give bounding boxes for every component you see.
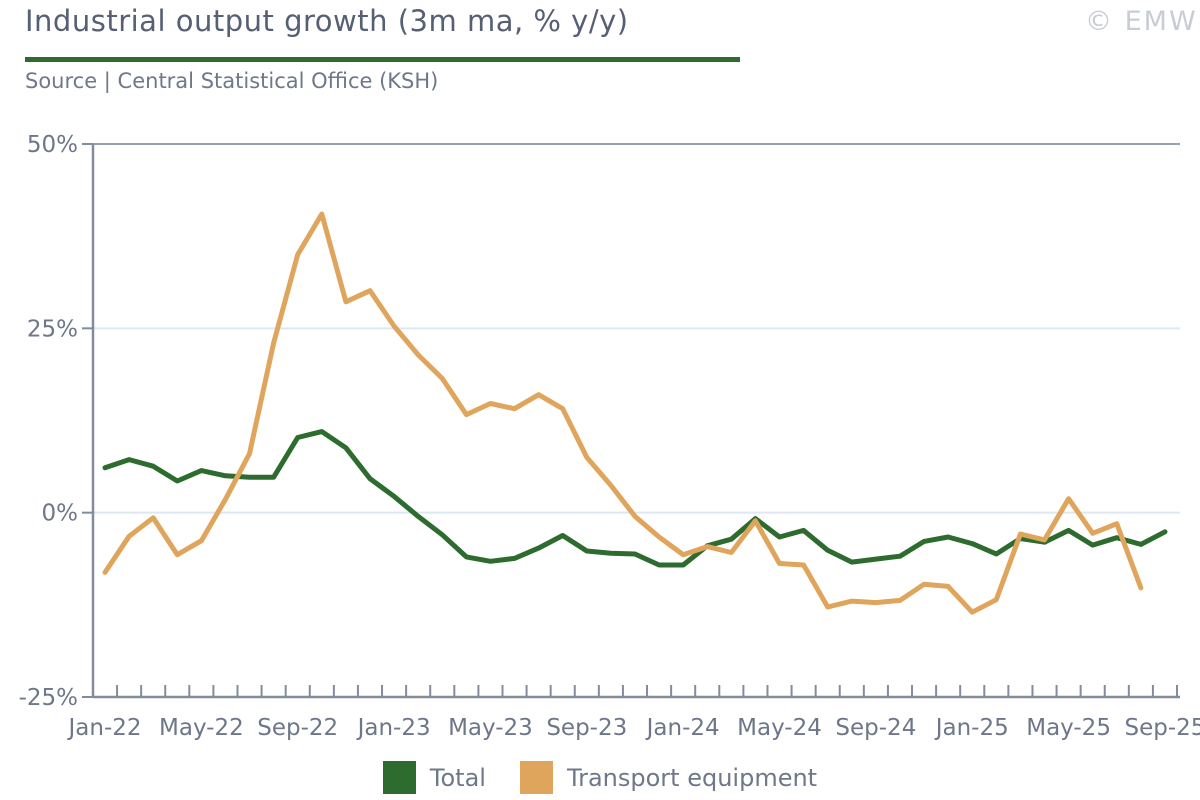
x-axis-label: Jan-23 (356, 715, 431, 741)
title-underline (25, 57, 740, 62)
x-axis-label: May-24 (737, 715, 822, 741)
x-axis-label: May-25 (1026, 715, 1111, 741)
legend-item-transport: Transport equipment (519, 761, 818, 794)
series-transport-line (102, 211, 1144, 615)
page-title: Industrial output growth (3m ma, % y/y) (25, 4, 629, 38)
y-axis-label: 0% (42, 501, 79, 527)
y-axis-label: -25% (19, 685, 78, 711)
x-axis-label: Sep-23 (546, 715, 627, 741)
x-axis-label: May-22 (159, 715, 244, 741)
x-axis-label: Jan-25 (934, 715, 1009, 741)
x-axis-label: Sep-24 (835, 715, 916, 741)
chart-canvas: 50% 25% 0% -25% Jan-22 May-22 Sep-22 Jan-23 May-… (19, 132, 1200, 741)
x-axis-label: Sep-25 (1124, 715, 1200, 741)
legend-item-total: Total (382, 761, 486, 794)
legend-swatch-transport (519, 761, 553, 794)
y-axis-label: 50% (27, 132, 78, 158)
x-axis-label: Jan-24 (645, 715, 720, 741)
legend: Total Transport equipment (0, 761, 1200, 794)
legend-swatch-total (382, 761, 416, 794)
watermark: © EMW (1085, 6, 1198, 37)
x-axis-label: Jan-22 (66, 715, 141, 741)
y-axis-label: 25% (27, 316, 78, 342)
x-axis-label: May-23 (448, 715, 533, 741)
legend-label-total: Total (429, 763, 486, 792)
legend-label-transport: Transport equipment (566, 763, 818, 792)
series-total-line (102, 429, 1168, 568)
source-label: Source | Central Statistical Office (KSH… (25, 69, 439, 93)
x-axis-label: Sep-22 (257, 715, 338, 741)
